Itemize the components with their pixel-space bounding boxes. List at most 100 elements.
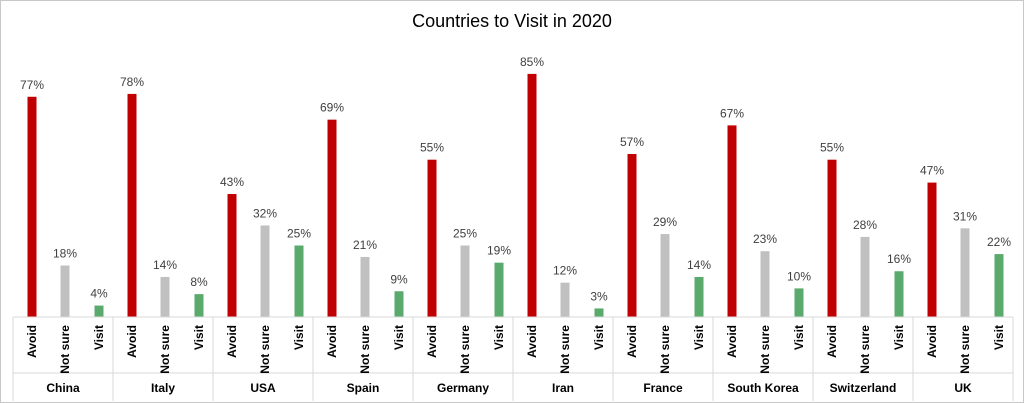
bar-not-sure (160, 276, 170, 317)
subcategory-label: Avoid (25, 325, 39, 358)
subcategory-label: Avoid (225, 325, 239, 358)
category-label: Italy (151, 381, 175, 395)
data-label: 23% (753, 232, 777, 246)
bar-avoid (27, 96, 37, 317)
subcategory-label: Avoid (525, 325, 539, 358)
bar-avoid (627, 153, 637, 317)
subcategory-label: Visit (292, 325, 306, 350)
data-label: 55% (420, 141, 444, 155)
data-label: 29% (653, 215, 677, 229)
data-label: 14% (687, 258, 711, 272)
subcategory-label: Not sure (458, 325, 472, 374)
data-label: 55% (820, 141, 844, 155)
data-label: 25% (287, 227, 311, 241)
bar-not-sure (860, 236, 870, 317)
bar-avoid (527, 73, 537, 318)
bar-avoid (227, 194, 237, 317)
bar-not-sure (960, 228, 970, 317)
data-label: 19% (487, 244, 511, 258)
bar-visit (994, 254, 1004, 317)
bar-visit (594, 308, 604, 317)
subcategory-label: Visit (192, 325, 206, 350)
category-label: USA (250, 381, 276, 395)
subcategory-label: Avoid (925, 325, 939, 358)
category-label: Germany (437, 381, 489, 395)
data-label: 4% (90, 287, 108, 301)
bar-not-sure (560, 282, 570, 317)
data-label: 67% (720, 106, 744, 120)
data-label: 28% (853, 218, 877, 232)
subcategory-label: Not sure (858, 325, 872, 374)
category-label: South Korea (727, 381, 799, 395)
bar-avoid (127, 93, 137, 317)
subcategory-label: Avoid (425, 325, 439, 358)
category-label: Spain (347, 381, 380, 395)
bar-not-sure (460, 245, 470, 317)
subcategory-label: Not sure (258, 325, 272, 374)
data-label: 32% (253, 206, 277, 220)
data-label: 12% (553, 264, 577, 278)
data-label: 57% (620, 135, 644, 149)
subcategory-label: Visit (892, 325, 906, 350)
bar-visit (394, 291, 404, 317)
subcategory-label: Not sure (58, 325, 72, 374)
subcategory-label: Avoid (825, 325, 839, 358)
data-label: 22% (987, 235, 1011, 249)
subcategory-label: Not sure (658, 325, 672, 374)
data-label: 8% (190, 275, 208, 289)
data-label: 3% (590, 289, 608, 303)
bar-not-sure (760, 251, 770, 317)
subcategory-label: Not sure (158, 325, 172, 374)
data-label: 43% (220, 175, 244, 189)
subcategory-label: Not sure (358, 325, 372, 374)
data-label: 77% (20, 78, 44, 92)
data-label: 78% (120, 75, 144, 89)
subcategory-label: Visit (992, 325, 1006, 350)
subcategory-label: Visit (92, 325, 106, 350)
bar-visit (694, 276, 704, 317)
subcategory-label: Visit (592, 325, 606, 350)
data-label: 47% (920, 164, 944, 178)
data-label: 69% (320, 101, 344, 115)
axis-layer (12, 316, 1014, 401)
subcategory-label: Not sure (558, 325, 572, 374)
category-label: UK (954, 381, 972, 395)
labels-layer: 77% Avoid 18% Not sure 4% Visit China 78% Avoid 1… (20, 55, 1011, 395)
data-label: 85% (520, 55, 544, 69)
subcategory-label: Visit (392, 325, 406, 350)
subcategory-label: Avoid (325, 325, 339, 358)
subcategory-label: Avoid (725, 325, 739, 358)
bar-not-sure (660, 234, 670, 317)
data-label: 18% (53, 247, 77, 261)
subcategory-label: Visit (792, 325, 806, 350)
bar-visit (494, 262, 504, 317)
bar-not-sure (260, 225, 270, 317)
subcategory-label: Visit (492, 325, 506, 350)
category-label: China (46, 381, 80, 395)
data-label: 21% (353, 238, 377, 252)
data-label: 14% (153, 258, 177, 272)
data-label: 25% (453, 227, 477, 241)
chart-title: Countries to Visit in 2020 (412, 11, 612, 31)
bar-avoid (727, 125, 737, 317)
category-label: Switzerland (830, 381, 897, 395)
data-label: 9% (390, 272, 408, 286)
bar-not-sure (60, 265, 70, 317)
category-label: France (643, 381, 683, 395)
data-label: 31% (953, 209, 977, 223)
subcategory-label: Not sure (958, 325, 972, 374)
data-label: 16% (887, 252, 911, 266)
bar-visit (294, 245, 304, 317)
subcategory-label: Avoid (625, 325, 639, 358)
category-label: Iran (552, 381, 574, 395)
subcategory-label: Avoid (125, 325, 139, 358)
bar-avoid (327, 119, 337, 317)
data-label: 10% (787, 269, 811, 283)
bar-visit (194, 294, 204, 317)
bar-visit (894, 271, 904, 317)
subcategory-label: Visit (692, 325, 706, 350)
bar-avoid (827, 159, 837, 317)
bar-avoid (427, 159, 437, 317)
